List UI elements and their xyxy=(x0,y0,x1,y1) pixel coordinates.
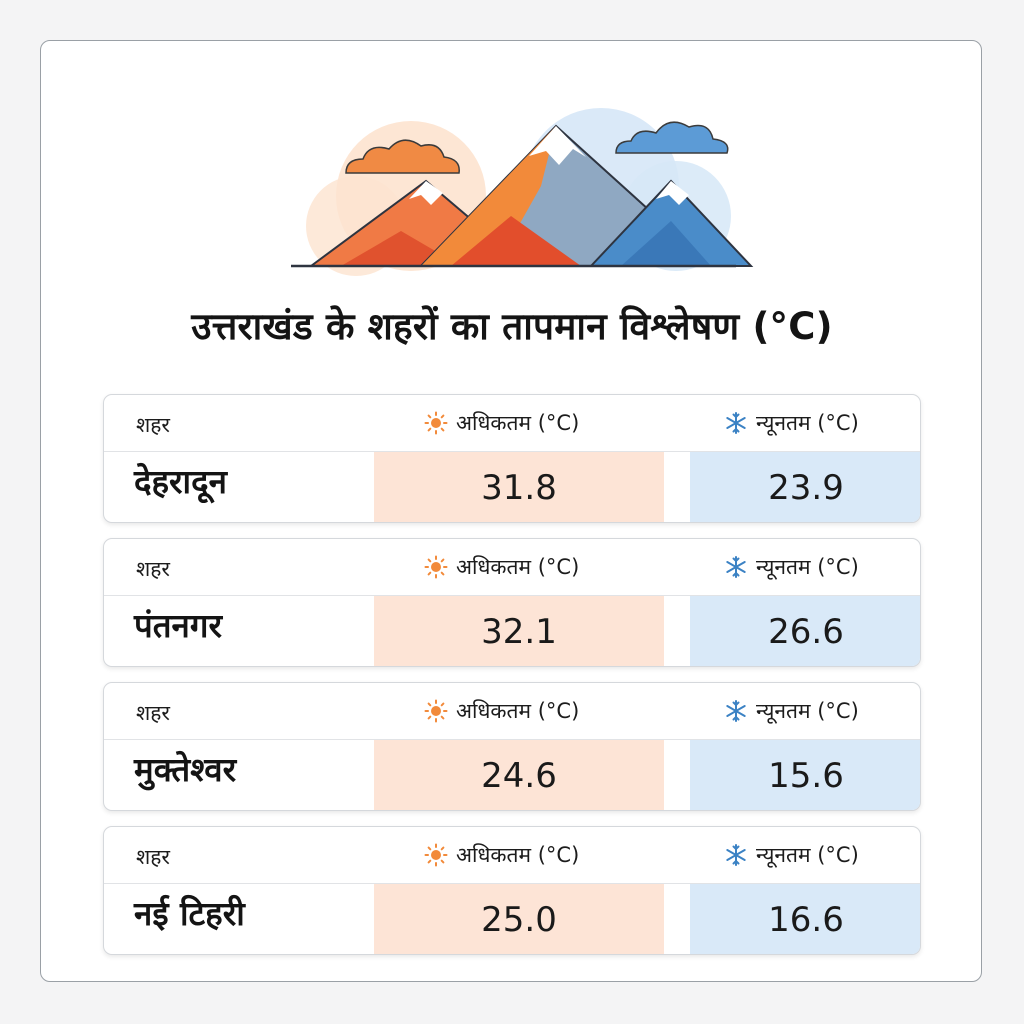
mountains-clouds-illustration xyxy=(291,108,754,276)
max-temp-value: 24.6 xyxy=(374,740,664,810)
max-temp-value: 31.8 xyxy=(374,452,664,522)
min-column-label: न्यूनतम (°C) xyxy=(724,409,859,437)
max-temp-value: 25.0 xyxy=(374,884,664,954)
snowflake-icon xyxy=(724,555,748,579)
city-name: नई टिहरी xyxy=(134,894,245,933)
min-column-label: न्यूनतम (°C) xyxy=(724,841,859,869)
min-label-text: न्यूनतम (°C) xyxy=(756,555,859,579)
city-column-label: शहर xyxy=(136,845,171,869)
min-label-text: न्यूनतम (°C) xyxy=(756,411,859,435)
min-column-label: न्यूनतम (°C) xyxy=(724,553,859,581)
min-temp-value: 23.9 xyxy=(690,452,920,522)
snowflake-icon xyxy=(724,411,748,435)
min-column-label: न्यूनतम (°C) xyxy=(724,697,859,725)
city-row: शहर अधिकतम (°C) न्यूनतम (°C) मुक्तेश्वर … xyxy=(103,682,921,811)
city-row: शहर अधिकतम (°C) न्यूनतम (°C) देहरादून 31… xyxy=(103,394,921,523)
min-label-text: न्यूनतम (°C) xyxy=(756,699,859,723)
sun-icon xyxy=(424,555,448,579)
sun-icon xyxy=(424,411,448,435)
city-column-label: शहर xyxy=(136,701,171,725)
row-header: शहर अधिकतम (°C) न्यूनतम (°C) xyxy=(104,539,920,596)
max-column-label: अधिकतम (°C) xyxy=(424,409,579,437)
row-header: शहर अधिकतम (°C) न्यूनतम (°C) xyxy=(104,683,920,740)
max-label-text: अधिकतम (°C) xyxy=(456,555,580,579)
city-name: देहरादून xyxy=(134,462,227,501)
city-row: शहर अधिकतम (°C) न्यूनतम (°C) पंतनगर 32.1… xyxy=(103,538,921,667)
sun-icon xyxy=(424,843,448,867)
city-row: शहर अधिकतम (°C) न्यूनतम (°C) नई टिहरी 25… xyxy=(103,826,921,955)
snowflake-icon xyxy=(724,699,748,723)
city-column-label: शहर xyxy=(136,557,171,581)
weather-card: उत्तराखंड के शहरों का तापमान विश्लेषण (°… xyxy=(40,40,982,982)
city-column-label: शहर xyxy=(136,413,171,437)
min-label-text: न्यूनतम (°C) xyxy=(756,843,859,867)
row-header: शहर अधिकतम (°C) न्यूनतम (°C) xyxy=(104,395,920,452)
min-temp-value: 16.6 xyxy=(690,884,920,954)
max-column-label: अधिकतम (°C) xyxy=(424,841,579,869)
row-header: शहर अधिकतम (°C) न्यूनतम (°C) xyxy=(104,827,920,884)
max-label-text: अधिकतम (°C) xyxy=(456,843,580,867)
max-column-label: अधिकतम (°C) xyxy=(424,553,579,581)
city-name: मुक्तेश्वर xyxy=(134,750,237,789)
city-temperature-list: शहर अधिकतम (°C) न्यूनतम (°C) देहरादून 31… xyxy=(103,394,923,970)
max-temp-value: 32.1 xyxy=(374,596,664,666)
min-temp-value: 15.6 xyxy=(690,740,920,810)
max-label-text: अधिकतम (°C) xyxy=(456,699,580,723)
max-label-text: अधिकतम (°C) xyxy=(456,411,580,435)
snowflake-icon xyxy=(724,843,748,867)
max-column-label: अधिकतम (°C) xyxy=(424,697,579,725)
city-name: पंतनगर xyxy=(134,606,222,645)
sun-icon xyxy=(424,699,448,723)
min-temp-value: 26.6 xyxy=(690,596,920,666)
page-title: उत्तराखंड के शहरों का तापमान विश्लेषण (°… xyxy=(191,305,833,348)
